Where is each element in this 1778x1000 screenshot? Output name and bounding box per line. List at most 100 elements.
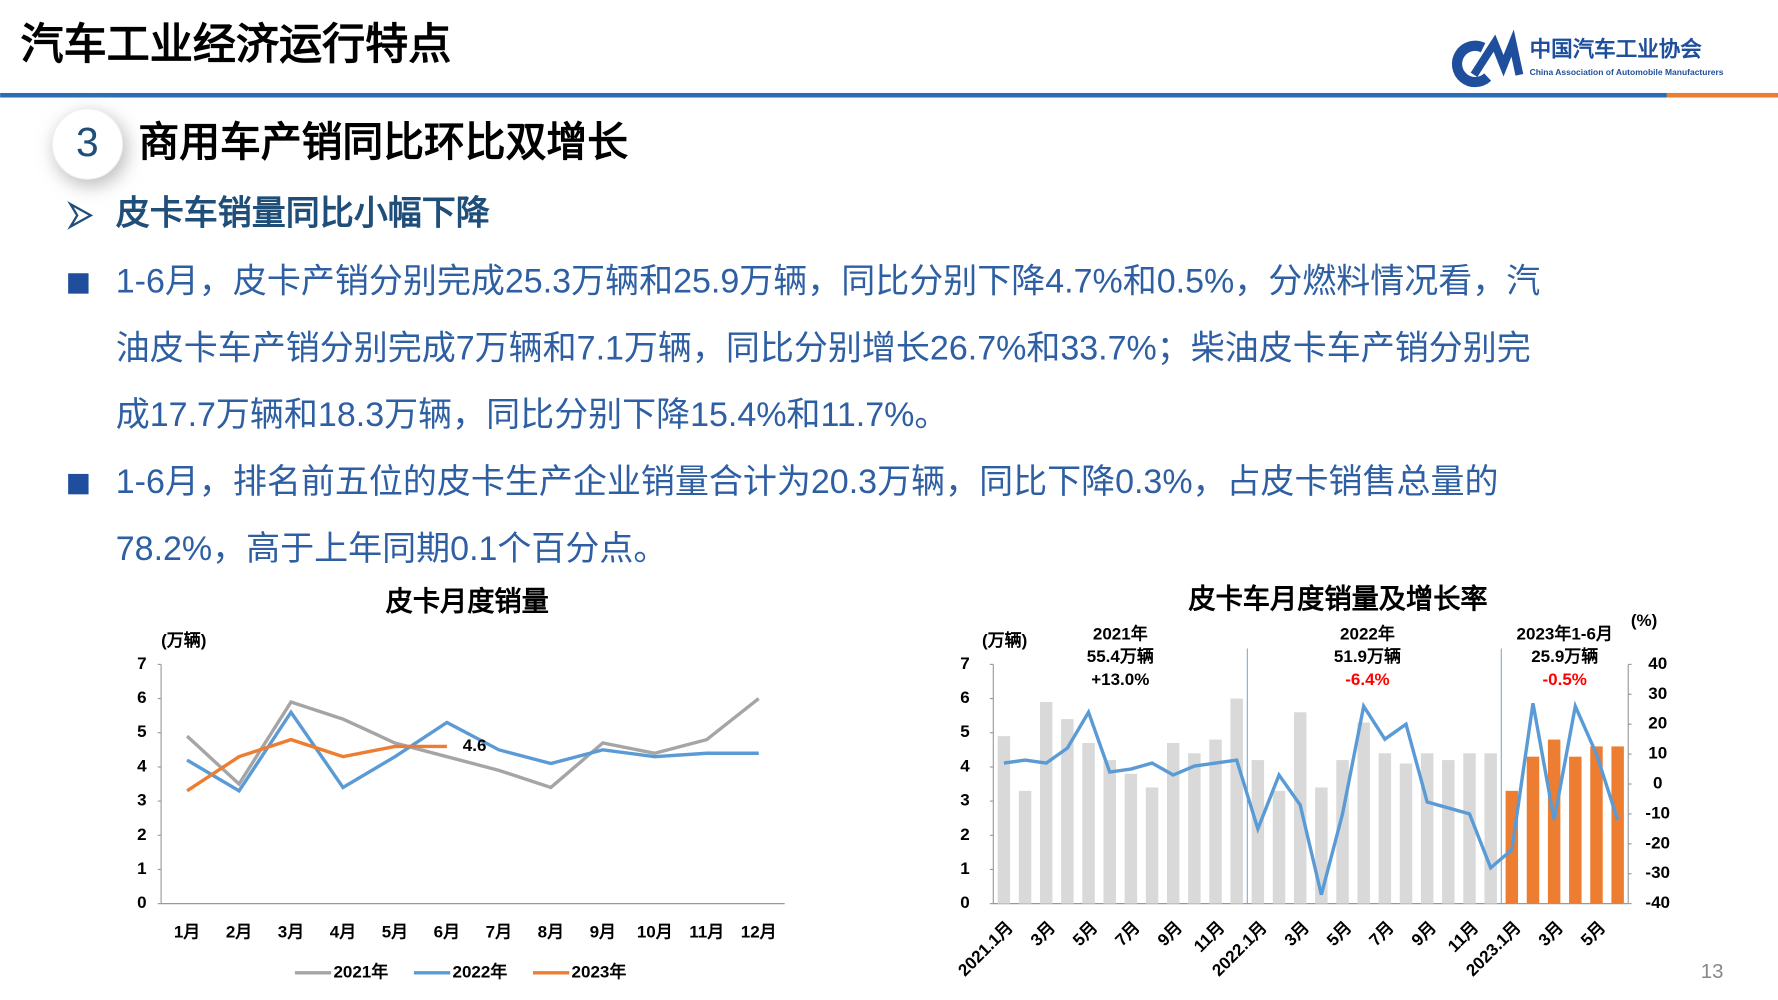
bar: [1590, 746, 1603, 904]
logo-c: [1451, 40, 1492, 88]
bar: [1357, 722, 1370, 904]
y-axis-label: (万辆): [161, 630, 206, 650]
annotation-change: +13.0%: [1091, 670, 1149, 689]
x-tick-label: 3月: [278, 923, 304, 942]
y-tick-label: 4: [960, 756, 970, 775]
x-tick-label: 11月: [1190, 918, 1228, 956]
logo: 中国汽车工业协会 China Association of Automobile…: [1451, 29, 1724, 88]
x-tick-label: 3月: [1281, 918, 1313, 950]
series-line: [186, 737, 447, 793]
bullet-text: 成17.7万辆和18.3万辆，同比分别下降15.4%和11.7%。: [116, 396, 949, 434]
x-tick-label: 11月: [1444, 918, 1482, 956]
y-tick-label: 5: [137, 722, 146, 741]
y-tick-label: 5: [960, 722, 969, 741]
series-line: [185, 697, 760, 790]
logo-m: [1470, 29, 1524, 77]
y-tick-label: 1: [960, 859, 969, 878]
annotation-year: 2022年: [1340, 623, 1395, 643]
x-tick-label: 9月: [1408, 918, 1440, 950]
logo-en: China Association of Automobile Manufact…: [1530, 67, 1724, 77]
growth-line: [1003, 700, 1620, 896]
bar: [1526, 756, 1540, 904]
y-tick-label: 2: [960, 825, 969, 844]
section-title: 商用车产销同比环比双增长: [138, 119, 628, 165]
bar: [1039, 701, 1053, 904]
bar: [997, 736, 1011, 904]
bar: [1484, 753, 1497, 904]
y2-axis-label: (%): [1631, 611, 1657, 630]
x-tick-label: 7月: [1112, 918, 1144, 950]
annotation-total: 55.4万辆: [1087, 646, 1154, 666]
bullet-text: 油皮卡车产销分别完成7万辆和7.1万辆，同比分别增长26.7%和33.7%；柴油…: [116, 329, 1531, 367]
annotation-year: 2021年: [1093, 623, 1148, 643]
bullet-marker: [68, 473, 89, 495]
y2-tick-label: -20: [1645, 833, 1670, 852]
x-tick-label: 7月: [1365, 918, 1397, 950]
bar: [1463, 753, 1476, 904]
legend-label: 2021年: [333, 961, 388, 981]
y2-tick-label: 30: [1648, 684, 1667, 703]
y-tick-label: 7: [137, 654, 146, 673]
bar: [1018, 790, 1032, 904]
bullet-marker: [68, 273, 89, 294]
x-tick-label: 9月: [590, 923, 616, 942]
y-tick-label: 1: [137, 859, 146, 878]
bar: [1188, 753, 1201, 904]
y-tick-label: 7: [960, 654, 969, 673]
y2-tick-label: 20: [1648, 714, 1667, 733]
data-label: 4.6: [463, 736, 487, 755]
bar: [1378, 753, 1392, 904]
x-tick-label: 2月: [226, 923, 252, 942]
bar: [1145, 787, 1159, 904]
bar: [1569, 756, 1582, 904]
logo-cn: 中国汽车工业协会: [1530, 37, 1703, 62]
bar: [1061, 719, 1074, 904]
x-tick-label: 11月: [689, 923, 724, 942]
header-title: 汽车工业经济运行特点: [21, 21, 452, 69]
bullet-text: 1-6月，排名前五位的皮卡生产企业销量合计为20.3万辆，同比下降0.3%，占皮…: [116, 463, 1499, 501]
subheading: 皮卡车销量同比小幅下降: [116, 194, 491, 232]
x-tick-label: 5月: [1323, 918, 1355, 950]
x-tick-label: 4月: [330, 923, 356, 942]
legend-label: 2022年: [452, 961, 507, 981]
x-tick-label: 5月: [1069, 918, 1101, 950]
chart-title: 皮卡车月度销量及增长率: [1188, 583, 1487, 614]
x-tick-label: 5月: [382, 923, 408, 942]
x-tick-label: 8月: [538, 923, 564, 942]
annotation-year: 2023年1-6月: [1517, 623, 1613, 643]
y-tick-label: 3: [137, 791, 146, 810]
bar: [1082, 743, 1095, 904]
x-tick-label: 6月: [434, 923, 460, 942]
bar: [1547, 739, 1561, 904]
bar: [1209, 739, 1222, 904]
bar: [1166, 743, 1180, 904]
y-axis-label: (万辆): [982, 630, 1027, 650]
y-tick-label: 0: [960, 893, 969, 912]
annotation-change: -0.5%: [1543, 670, 1587, 689]
y2-tick-label: 40: [1648, 654, 1667, 673]
bar: [1124, 773, 1138, 904]
y-tick-label: 4: [137, 756, 147, 775]
y-tick-label: 2: [137, 825, 146, 844]
x-tick-label: 3月: [1535, 918, 1567, 950]
bar: [1442, 760, 1455, 904]
y2-tick-label: 10: [1648, 744, 1667, 763]
chart-title: 皮卡月度销量: [386, 585, 549, 616]
header-rule: [0, 92, 1778, 98]
y-tick-label: 6: [960, 688, 969, 707]
x-tick-label: 5月: [1577, 918, 1609, 950]
annotation-total: 25.9万辆: [1531, 646, 1598, 666]
bar: [1399, 763, 1413, 904]
bullet-text: 78.2%，高于上年同期0.1个百分点。: [116, 530, 668, 568]
header-rule-accent: [1666, 92, 1778, 98]
page-number: 13: [1701, 961, 1724, 983]
bar: [1272, 790, 1286, 904]
section-number: 3: [76, 119, 99, 165]
bar: [1103, 760, 1116, 904]
x-tick-label: 1月: [174, 923, 200, 942]
annotation-total: 51.9万辆: [1334, 646, 1401, 666]
y-tick-label: 3: [960, 791, 969, 810]
subheading-arrow: [67, 201, 94, 230]
